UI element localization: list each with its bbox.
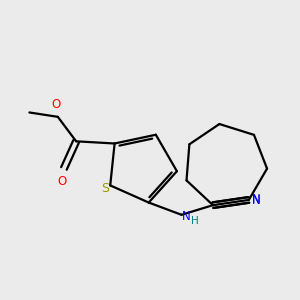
Text: O: O xyxy=(58,175,67,188)
Text: N: N xyxy=(251,194,260,207)
Text: H: H xyxy=(191,216,199,226)
Text: N: N xyxy=(182,210,191,223)
Text: N: N xyxy=(251,194,260,206)
Text: O: O xyxy=(51,98,60,111)
Text: S: S xyxy=(101,182,109,195)
